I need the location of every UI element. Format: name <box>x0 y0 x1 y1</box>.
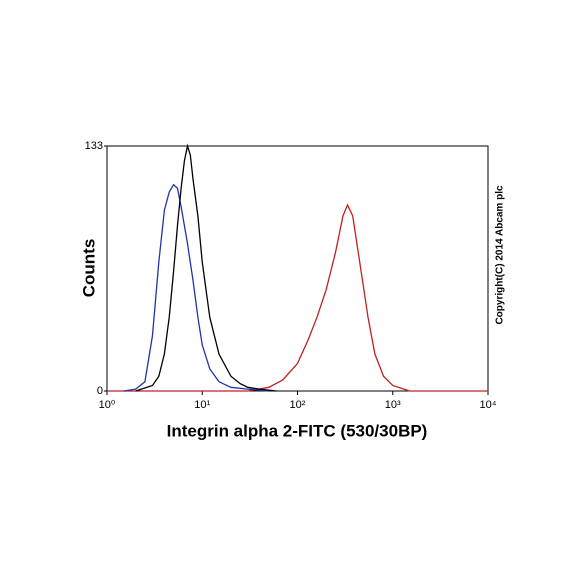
x-tick-label: 10² <box>290 399 306 411</box>
copyright: Copyright(C) 2014 Abcam plc <box>495 185 506 325</box>
y-tick-label: 133 <box>85 140 103 152</box>
histogram-line <box>107 203 488 392</box>
y-axis-label: Counts <box>79 239 98 298</box>
x-axis-label: Integrin alpha 2-FITC (530/30BP) <box>167 421 428 440</box>
x-tick-label: 10⁴ <box>480 399 497 411</box>
x-tick-label: 10⁰ <box>99 399 116 411</box>
y-tick-label: 0 <box>97 385 103 397</box>
histogram-line <box>135 143 277 392</box>
x-tick-label: 10³ <box>385 399 401 411</box>
x-tick-label: 10¹ <box>194 399 210 411</box>
histogram-line <box>123 183 269 392</box>
